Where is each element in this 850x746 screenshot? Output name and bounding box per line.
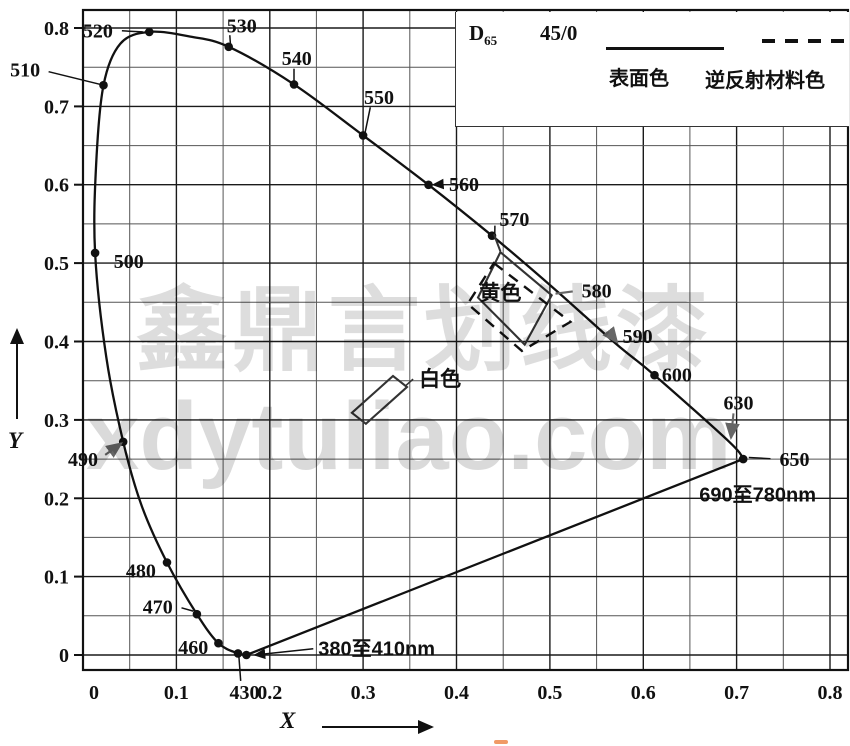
wavelength-label-510: 510 <box>10 60 40 82</box>
wavelength-label-500: 500 <box>114 251 144 273</box>
locus-dot-550 <box>358 131 368 140</box>
leader-630 <box>725 413 740 440</box>
leader-470 <box>181 607 194 612</box>
legend-geometry: 45/0 <box>540 21 578 45</box>
wavelength-label-470: 470 <box>143 596 173 618</box>
leader-380至410nm <box>253 647 314 660</box>
wavelength-label-570: 570 <box>499 209 529 231</box>
y-tick-label: 0.4 <box>44 332 69 354</box>
locus-dot-500 <box>90 248 100 258</box>
wavelength-label-540: 540 <box>282 48 312 70</box>
wavelength-label-690至780nm: 690至780nm <box>699 484 816 506</box>
wavelength-label-430: 430 <box>230 682 260 704</box>
x-tick-label: 0.6 <box>631 682 656 704</box>
axis-ticks <box>74 27 82 656</box>
wavelength-label-530: 530 <box>227 16 257 38</box>
region-label-黄色: 黄色 <box>479 281 521 305</box>
leader-490 <box>104 442 124 458</box>
locus-dot-560 <box>424 180 433 190</box>
leader-510 <box>48 70 104 86</box>
leader-590 <box>602 326 619 344</box>
x-tick-label: 0 <box>89 682 99 704</box>
solid-line-sample <box>606 47 724 50</box>
wavelength-label-580: 580 <box>582 281 612 303</box>
wavelength-label-560: 560 <box>449 174 479 196</box>
wavelength-label-380至410nm: 380至410nm <box>318 639 435 661</box>
x-axis-title: X <box>280 708 296 733</box>
wavelength-label-480: 480 <box>126 560 156 582</box>
tick-labels: 0 0.1 0.2 0.3 0.4 0.5 0.6 0.7 0.8 0 0.1 0.2 0.3 0.4 0.… <box>44 18 843 704</box>
region-yellow-surface <box>476 250 554 347</box>
locus-dot-520 <box>145 27 154 37</box>
locus-dot-480 <box>162 558 172 567</box>
leader-560 <box>431 178 445 190</box>
leader-650 <box>748 456 771 460</box>
locus-dot-530 <box>224 42 233 52</box>
locus-dot-460 <box>214 638 223 648</box>
y-tick-label: 0.5 <box>44 253 69 275</box>
wavelength-label-600: 600 <box>662 364 692 386</box>
x-tick-label: 0.7 <box>724 682 749 704</box>
leader-430 <box>238 656 242 681</box>
locus-dot-470 <box>192 609 202 619</box>
legend-illuminant: D65 <box>469 21 497 49</box>
y-tick-label: 0.7 <box>44 96 69 118</box>
locus-dot-650 <box>738 454 748 464</box>
y-tick-label: 0.6 <box>44 175 69 197</box>
color-regions: 白色 黄色 <box>350 233 573 426</box>
region-connector <box>492 233 502 252</box>
y-tick-label: 0.3 <box>44 410 69 432</box>
leader-530 <box>229 35 232 46</box>
wavelength-label-650: 650 <box>780 449 810 471</box>
leader-520 <box>121 30 143 33</box>
wavelength-label-630: 630 <box>724 393 754 415</box>
x-tick-label: 0.3 <box>351 682 376 704</box>
region-white <box>350 374 409 426</box>
legend-retroreflective-label: 逆反射材料色 <box>705 70 825 92</box>
x-tick-label: 0.8 <box>818 682 843 704</box>
legend-box: D65 45/0 表面色 逆反射材料色 <box>455 12 849 127</box>
locus-dot-430 <box>233 649 243 658</box>
locus-dot-540 <box>289 80 299 89</box>
locus-dot-570 <box>487 231 497 240</box>
locus-dot-600 <box>650 370 659 380</box>
y-tick-label: 0 <box>59 645 69 667</box>
scan-artifact-mark <box>494 740 508 744</box>
leader-580 <box>555 290 573 295</box>
region-yellow-retroreflective <box>466 261 573 353</box>
x-tick-label: 0.4 <box>444 682 469 704</box>
spectral-locus <box>93 30 745 657</box>
wavelength-label-550: 550 <box>364 87 394 109</box>
illuminant-subscript: 65 <box>484 33 498 49</box>
y-tick-label: 0.1 <box>44 567 69 589</box>
x-tick-label: 0.2 <box>257 682 282 704</box>
x-tick-label: 0.1 <box>164 682 189 704</box>
wavelength-label-590: 590 <box>623 326 653 348</box>
locus-dot-380至410nm <box>242 650 251 660</box>
region-label-白色: 白色 <box>419 367 461 391</box>
wavelength-label-460: 460 <box>178 637 208 659</box>
region-label-leader <box>404 378 414 387</box>
legend-surface-color-label: 表面色 <box>609 68 669 90</box>
illuminant-letter: D <box>469 21 485 45</box>
y-tick-label: 0.8 <box>44 18 69 40</box>
y-tick-label: 0.2 <box>44 488 69 510</box>
dashed-line-sample <box>762 39 846 43</box>
wavelength-label-490: 490 <box>68 449 98 471</box>
y-axis-title: Y <box>8 428 23 453</box>
x-tick-label: 0.5 <box>537 682 562 704</box>
wavelength-label-520: 520 <box>83 20 113 42</box>
plot-frame <box>81 8 850 672</box>
leader-550 <box>364 107 372 134</box>
